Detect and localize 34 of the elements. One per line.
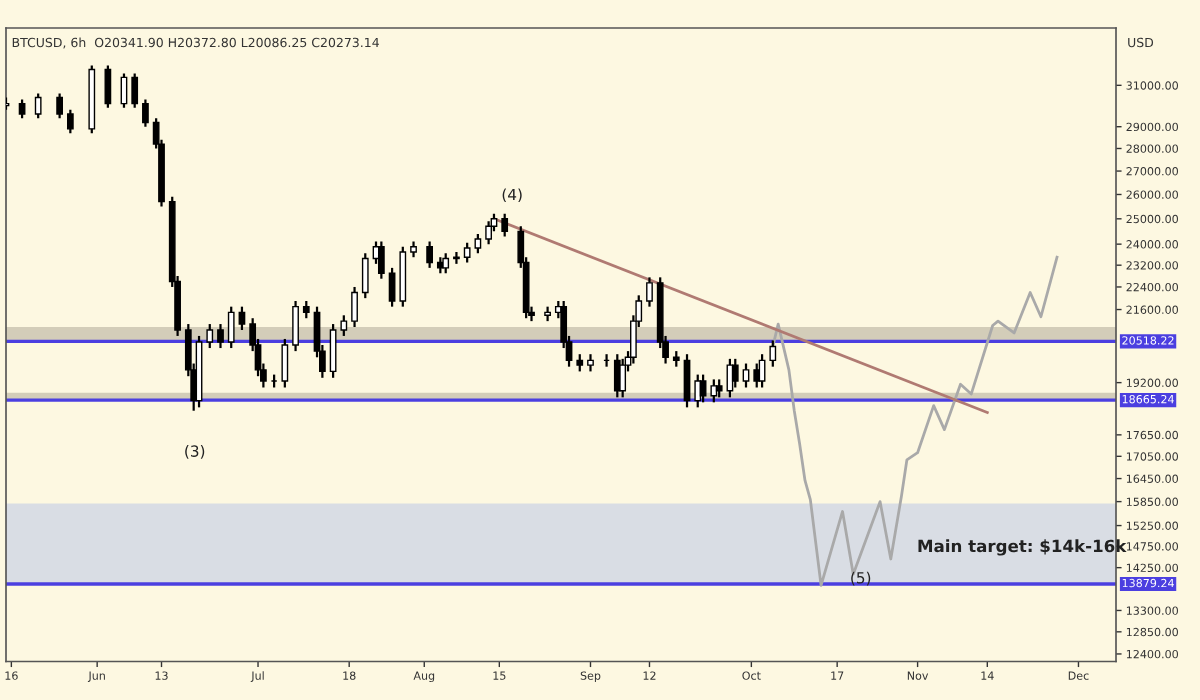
candlestick — [142, 98, 149, 128]
candlestick — [442, 252, 450, 275]
candlestick — [217, 322, 224, 350]
candlestick — [501, 212, 509, 238]
candlestick — [281, 337, 289, 389]
candlestick — [238, 305, 246, 332]
candlestick — [56, 92, 63, 120]
candlestick — [292, 299, 299, 353]
candlestick — [34, 92, 42, 120]
candlestick — [753, 362, 761, 389]
candlestick — [463, 241, 471, 264]
candlestick — [742, 362, 750, 389]
candlestick — [329, 322, 337, 379]
candlestick — [426, 240, 433, 269]
candlestick — [474, 232, 482, 255]
candlestick — [758, 353, 766, 389]
candlestick — [227, 305, 235, 350]
candlestick — [131, 72, 139, 109]
candlestick — [18, 98, 26, 120]
candlestick — [694, 373, 702, 409]
candlestick — [544, 305, 551, 323]
candlestick — [646, 276, 653, 308]
candlestick — [769, 339, 777, 368]
candlestick — [710, 378, 718, 404]
candlestick — [377, 240, 385, 280]
candlestick — [731, 357, 739, 389]
candlestick — [340, 314, 348, 338]
candlestick — [619, 357, 627, 399]
candlestick — [485, 220, 492, 246]
candlestick — [699, 373, 707, 404]
candlestick — [361, 252, 369, 300]
candlestick — [206, 322, 214, 350]
candlestick — [351, 285, 358, 329]
candlestick — [66, 108, 74, 135]
